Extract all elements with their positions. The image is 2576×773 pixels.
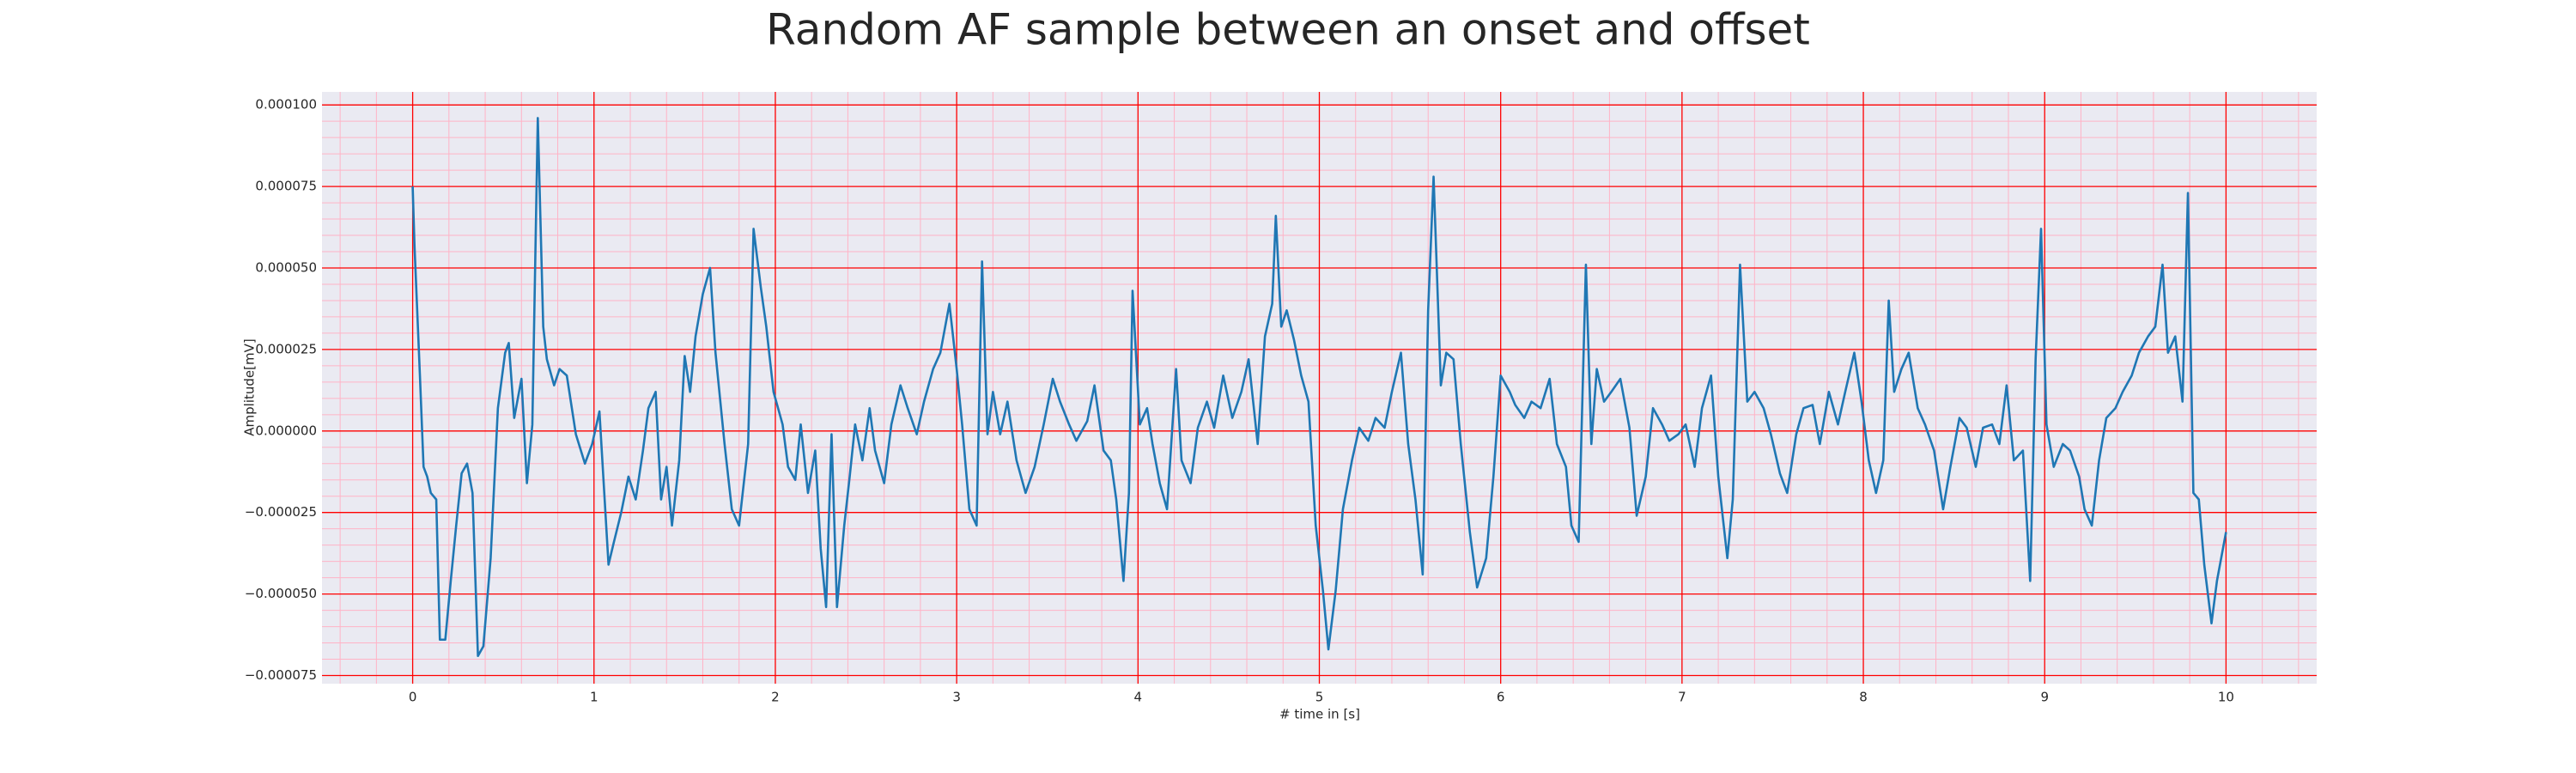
chart-title: Random AF sample between an onset and of… [766, 5, 1810, 55]
y-tick-label: 0.000025 [255, 341, 317, 356]
y-tick-label: −0.000025 [245, 504, 317, 520]
x-axis-label: # time in [s] [1279, 707, 1360, 722]
x-tick-label: 1 [590, 690, 598, 705]
y-axis-label: Amplitude[mV] [242, 338, 258, 435]
x-tick-label: 7 [1678, 690, 1686, 705]
x-tick-label: 8 [1859, 690, 1868, 705]
x-tick-label: 9 [2040, 690, 2049, 705]
y-tick-label: 0.000000 [255, 423, 317, 438]
y-tick-label: 0.000050 [255, 259, 317, 275]
x-tick-label: 3 [952, 690, 961, 705]
x-tick-label: 10 [2218, 690, 2234, 705]
x-tick-label: 2 [771, 690, 780, 705]
y-tick-label: −0.000075 [245, 667, 317, 683]
x-tick-label: 0 [409, 690, 417, 705]
signal-line [411, 117, 2227, 658]
y-tick-label: 0.000100 [255, 97, 317, 113]
x-tick-label: 4 [1134, 690, 1143, 705]
y-tick-label: −0.000050 [245, 586, 317, 601]
y-tick-label: 0.000075 [255, 179, 317, 194]
x-tick-label: 5 [1315, 690, 1324, 705]
x-tick-label: 6 [1497, 690, 1505, 705]
